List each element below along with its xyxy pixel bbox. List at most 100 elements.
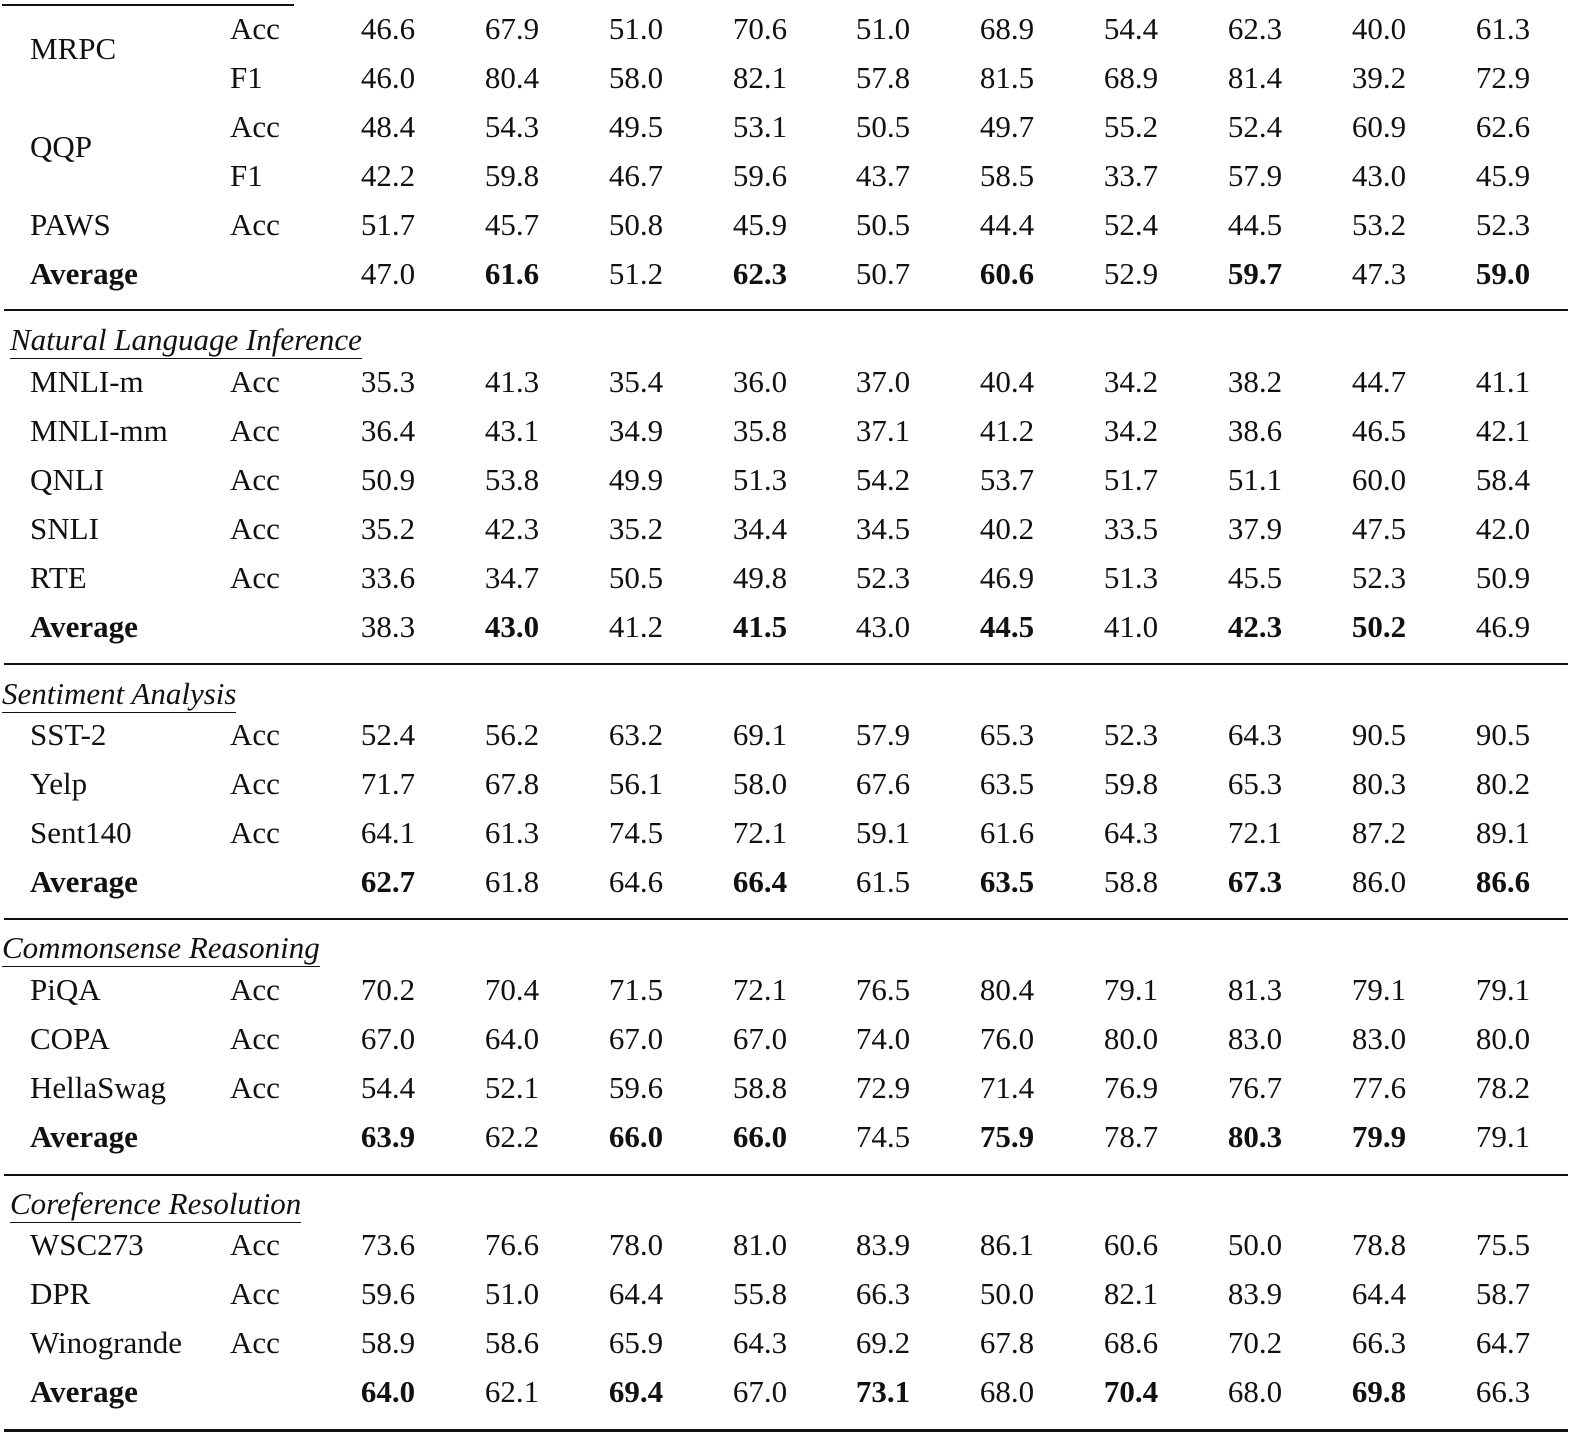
score-cell: 74.0 [855,1021,911,1056]
score-cell: 61.6 [484,256,540,291]
score-cell: 58.0 [608,60,664,95]
score-cell: 41.2 [979,413,1035,448]
dataset-name: Average [30,256,138,291]
score-cell: 50.0 [979,1276,1035,1311]
table-row: MRPC Acc 46.6 67.9 51.0 70.6 51.0 68.9 54.4 62.3 4… [0,4,1568,66]
score-cell: 58.0 [732,766,788,801]
score-cell: 72.1 [1227,815,1283,850]
score-cell: 51.1 [1227,462,1283,497]
dataset-name: Sent140 [30,815,132,850]
score-cell: 46.5 [1351,413,1407,448]
score-cell: 69.2 [855,1325,911,1360]
score-cell: 35.3 [360,364,416,399]
score-cell: 53.8 [484,462,540,497]
score-cell: 49.8 [732,560,788,595]
score-cell: 86.6 [1475,864,1531,899]
section-title: Sentiment Analysis [2,676,237,713]
score-cell: 41.5 [732,609,788,644]
table-row: QQP Acc 48.4 54.3 49.5 53.1 50.5 49.7 55.2 52.4 60… [0,102,1568,164]
score-cell: 76.6 [484,1227,540,1262]
score-cell: 46.0 [360,60,416,95]
score-cell: 80.0 [1475,1021,1531,1056]
score-cell: 55.8 [732,1276,788,1311]
table-row: MNLI-mm Acc 36.4 43.1 34.9 35.8 37.1 41.2 34.2 38… [0,406,1568,455]
score-cell: 44.7 [1351,364,1407,399]
score-cell: 63.5 [979,766,1035,801]
score-cell: 67.0 [732,1021,788,1056]
table-row: Winogrande Acc 58.9 58.6 65.9 64.3 69.2 67.8 68.… [0,1318,1568,1367]
dataset-name: WSC273 [30,1227,144,1262]
score-cell: 67.9 [484,11,540,46]
metric-name: Acc [230,511,280,546]
metric-name: Acc [230,462,280,497]
score-cell: 64.0 [484,1021,540,1056]
score-cell: 54.4 [360,1070,416,1105]
score-cell: 90.5 [1475,717,1531,752]
score-cell: 38.2 [1227,364,1283,399]
average-row: Average 63.9 62.2 66.0 66.0 74.5 75.9 78.7 80.3 7… [0,1112,1568,1161]
score-cell: 70.4 [484,972,540,1007]
section-divider [4,1174,1568,1176]
score-cell: 47.5 [1351,511,1407,546]
score-cell: 41.3 [484,364,540,399]
score-cell: 67.8 [484,766,540,801]
score-cell: 62.6 [1475,109,1531,144]
score-cell: 61.6 [979,815,1035,850]
table-row: Sent140 Acc 64.1 61.3 74.5 72.1 59.1 61.6 64.3 72… [0,808,1568,857]
score-cell: 58.8 [1103,864,1159,899]
score-cell: 48.4 [360,109,416,144]
metric-name: Acc [230,109,280,144]
dataset-name: PiQA [30,972,101,1007]
score-cell: 76.5 [855,972,911,1007]
metric-name: Acc [230,560,280,595]
dataset-name: COPA [30,1021,110,1056]
score-cell: 59.6 [608,1070,664,1105]
dataset-name: Average [30,1119,138,1154]
score-cell: 75.5 [1475,1227,1531,1262]
score-cell: 64.3 [1103,815,1159,850]
score-cell: 82.1 [732,60,788,95]
score-cell: 52.4 [1227,109,1283,144]
dataset-name: Yelp [30,766,88,801]
score-cell: 37.9 [1227,511,1283,546]
score-cell: 36.0 [732,364,788,399]
score-cell: 41.1 [1475,364,1531,399]
score-cell: 87.2 [1351,815,1407,850]
score-cell: 83.0 [1227,1021,1283,1056]
table-row: COPA Acc 67.0 64.0 67.0 67.0 74.0 76.0 80.0 83.0 8… [0,1014,1568,1063]
metric-name: Acc [230,1227,280,1262]
score-cell: 56.1 [608,766,664,801]
table-row: PAWS Acc 51.7 45.7 50.8 45.9 50.5 44.4 52.4 44.5 5… [0,200,1568,249]
score-cell: 51.3 [732,462,788,497]
score-cell: 67.0 [732,1374,788,1409]
metric-name: Acc [230,1021,280,1056]
score-cell: 67.8 [979,1325,1035,1360]
score-cell: 76.0 [979,1021,1035,1056]
score-cell: 65.3 [1227,766,1283,801]
score-cell: 69.4 [608,1374,664,1409]
score-cell: 80.4 [979,972,1035,1007]
metric-name: Acc [230,207,280,242]
score-cell: 59.6 [360,1276,416,1311]
score-cell: 70.2 [1227,1325,1283,1360]
score-cell: 64.3 [732,1325,788,1360]
score-cell: 66.3 [855,1276,911,1311]
score-cell: 47.3 [1351,256,1407,291]
score-cell: 74.5 [855,1119,911,1154]
dataset-name: PAWS [30,207,111,242]
score-cell: 71.4 [979,1070,1035,1105]
score-cell: 69.8 [1351,1374,1407,1409]
score-cell: 64.4 [1351,1276,1407,1311]
table-row: DPR Acc 59.6 51.0 64.4 55.8 66.3 50.0 82.1 83.9 64… [0,1269,1568,1318]
score-cell: 45.7 [484,207,540,242]
dataset-name: MNLI-m [30,364,144,399]
score-cell: 35.2 [608,511,664,546]
score-cell: 66.0 [608,1119,664,1154]
score-cell: 68.6 [1103,1325,1159,1360]
score-cell: 52.3 [1351,560,1407,595]
score-cell: 51.2 [608,256,664,291]
score-cell: 62.3 [1227,11,1283,46]
score-cell: 67.0 [360,1021,416,1056]
score-cell: 71.7 [360,766,416,801]
metric-name: Acc [230,1070,280,1105]
